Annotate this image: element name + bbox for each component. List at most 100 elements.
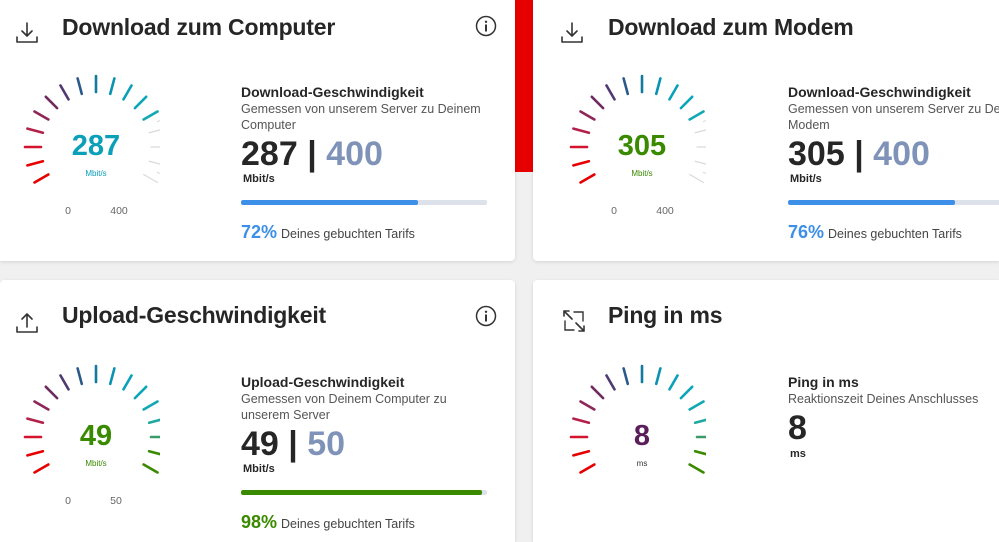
gauge-tick-active xyxy=(590,95,605,110)
gauge-tick-active xyxy=(76,367,84,386)
gauge-unit: ms xyxy=(637,459,648,468)
gauge-tick-active xyxy=(679,385,694,400)
measured-value: 287 xyxy=(241,135,298,173)
tariff-percent-line: 72% Deines gebuchten Tarifs xyxy=(241,222,415,243)
gauge-tick-active xyxy=(622,77,630,96)
gauge-tick-active xyxy=(668,374,679,391)
metric-unit: Mbit/s xyxy=(243,173,275,185)
speed-gauge: 287 Mbit/s 0 400 xyxy=(23,74,160,217)
progress-fill xyxy=(241,490,483,495)
gauge-tick-active xyxy=(142,110,159,121)
gauge-tick-inactive xyxy=(148,160,160,165)
gauge-tick-active xyxy=(33,463,50,474)
metric-description: Reaktionszeit Deines Anschlusses xyxy=(788,392,979,406)
gauge-unit: Mbit/s xyxy=(631,169,652,178)
gauge-max: 400 xyxy=(656,205,674,217)
gauge-tick-active xyxy=(142,400,159,411)
gauge-tick-active xyxy=(147,449,160,456)
ping-gauge: 8 ms xyxy=(569,364,706,474)
tariff-percent: 98% xyxy=(241,512,278,532)
progress-track xyxy=(241,200,487,205)
gauge-min: 0 xyxy=(65,205,71,217)
gauge-tick-active xyxy=(142,463,159,474)
gauge-unit: Mbit/s xyxy=(85,459,106,468)
gauge-tick-active xyxy=(44,385,59,400)
gauge-tick-active xyxy=(108,77,116,96)
gauge-tick-active xyxy=(605,84,616,101)
gauge-tick-active xyxy=(579,400,596,411)
gauge-tick-active xyxy=(26,127,45,135)
gauge-tick-inactive xyxy=(143,173,159,184)
gauge-tick-active xyxy=(579,173,596,184)
gauge-tick-active xyxy=(133,385,148,400)
info-icon[interactable] xyxy=(475,15,497,37)
ping-card: Ping in ms 8 ms Ping in ms Reaktionszeit… xyxy=(533,280,999,542)
metric-label: Download-Geschwindigkeit xyxy=(788,84,971,100)
gauge-tick-active xyxy=(693,418,706,425)
card-title: Ping in ms xyxy=(608,302,723,328)
gauge-value: 49 xyxy=(80,420,112,452)
gauge-tick-active xyxy=(590,385,605,400)
gauge-tick-active xyxy=(688,110,705,121)
gauge-tick-active xyxy=(605,374,616,391)
value-separator: | xyxy=(854,135,864,173)
measured-value: 305 xyxy=(788,135,845,173)
red-accent-bar xyxy=(515,0,533,172)
gauge-tick-active xyxy=(59,84,70,101)
gauge-value: 8 xyxy=(634,420,650,452)
gauge-tick-active xyxy=(579,463,596,474)
gauge-tick-active xyxy=(688,463,705,474)
info-icon[interactable] xyxy=(475,305,497,327)
gauge-tick-inactive xyxy=(694,160,706,165)
gauge-max: 400 xyxy=(110,205,128,217)
gauge-tick-active xyxy=(44,95,59,110)
gauge-minor-tick xyxy=(156,119,160,123)
value-separator: | xyxy=(288,425,298,463)
gauge-tick-active xyxy=(654,367,662,386)
gauge-tick-active xyxy=(579,110,596,121)
metric-description: Gemessen von Deinem Computer zu unserem … xyxy=(241,392,447,422)
tariff-percent-text: Deines gebuchten Tarifs xyxy=(281,227,415,241)
gauge-minor-tick xyxy=(702,171,706,175)
gauge-tick-active xyxy=(688,400,705,411)
gauge-tick-active xyxy=(59,374,70,391)
gauge-tick-active xyxy=(122,84,133,101)
metric-values: 305 | 400 xyxy=(788,134,930,174)
metric-unit: Mbit/s xyxy=(790,173,822,185)
gauge-tick-active xyxy=(679,95,694,110)
metric-label: Download-Geschwindigkeit xyxy=(241,84,424,100)
gauge-tick-active xyxy=(33,110,50,121)
gauge-tick-active xyxy=(122,374,133,391)
tariff-percent-line: 98% Deines gebuchten Tarifs xyxy=(241,512,415,533)
tariff-percent: 76% xyxy=(788,222,825,242)
metric-description: Gemessen von unserem Server zu Deinem Mo… xyxy=(788,102,999,132)
gauge-max: 50 xyxy=(110,495,122,507)
gauge-minor-tick xyxy=(156,171,160,175)
progress-track xyxy=(788,200,999,205)
tariff-percent-text: Deines gebuchten Tarifs xyxy=(281,517,415,531)
gauge-tick-active xyxy=(572,417,591,425)
value-separator: | xyxy=(307,135,317,173)
upload-icon xyxy=(16,313,38,333)
card-title: Upload-Geschwindigkeit xyxy=(62,302,326,328)
gauge-tick-active xyxy=(654,77,662,96)
gauge-tick-active xyxy=(133,95,148,110)
gauge-tick-active xyxy=(572,449,591,457)
metric-label: Ping in ms xyxy=(788,374,859,390)
booked-max-value: 400 xyxy=(873,135,930,173)
gauge-tick-active xyxy=(693,449,706,456)
gauge-tick-active xyxy=(108,367,116,386)
metric-label: Upload-Geschwindigkeit xyxy=(241,374,405,390)
gauge-min: 0 xyxy=(611,205,617,217)
gauge-value: 287 xyxy=(72,130,120,162)
tariff-percent-text: Deines gebuchten Tarifs xyxy=(828,227,962,241)
measured-value: 49 xyxy=(241,425,279,463)
speed-gauge: 305 Mbit/s 0 400 xyxy=(569,74,706,217)
progress-fill xyxy=(241,200,419,205)
gauge-tick-active xyxy=(572,127,591,135)
gauge-tick-active xyxy=(76,77,84,96)
progress-track xyxy=(241,490,487,495)
gauge-tick-active xyxy=(33,173,50,184)
gauge-tick-inactive xyxy=(689,173,705,184)
metric-description: Gemessen von unserem Server zu Deinem Co… xyxy=(241,102,481,132)
